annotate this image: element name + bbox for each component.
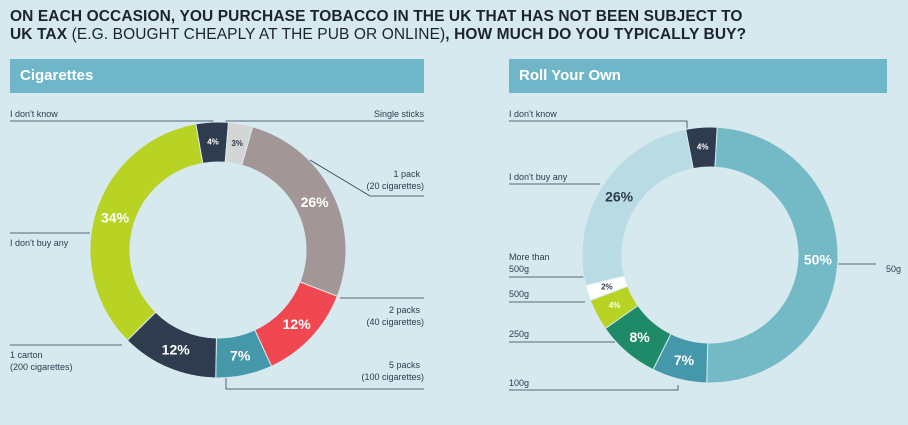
leader-ryo-100g xyxy=(509,385,679,391)
label-cig-pack5: 5 packs xyxy=(389,360,421,370)
label-cig-dontbuy: I don't buy any xyxy=(10,238,69,248)
label-ryo-500g: 500g xyxy=(509,289,529,299)
category-labels: I don't know Single sticks 1 pack (20 ci… xyxy=(10,109,901,388)
title-line-1: ON EACH OCCASION, YOU PURCHASE TOBACCO I… xyxy=(10,8,743,25)
label-ryo-dontbuy: I don't buy any xyxy=(509,172,568,182)
leader-cig-pack5 xyxy=(225,376,424,390)
leader-cig-single xyxy=(225,120,424,128)
percent-labels: 4% 3% 26% 12% 7% 12% 34% 4% 50% 7% 8% 4% 2% 26% xyxy=(101,138,832,368)
pct-label-cig-1-carton-200-cigarettes: 12% xyxy=(162,341,191,357)
pct-label-ryo-50g: 50% xyxy=(804,251,833,267)
pct-label-cig-5-packs-100-cigarettes: 7% xyxy=(230,348,251,364)
slice-ryo-50g xyxy=(706,126,839,384)
label-cig-pack5-sub: (100 cigarettes) xyxy=(361,372,424,382)
label-cig-pack1: 1 pack xyxy=(393,169,420,179)
label-cig-dontknow: I don't know xyxy=(10,109,58,119)
pct-label-ryo-i-don-t-buy-any: 26% xyxy=(605,189,634,205)
pct-label-cig-2-packs-40-cigarettes: 12% xyxy=(283,316,312,332)
pct-label-ryo-i-don-t-know: 4% xyxy=(697,143,709,152)
pct-label-ryo-more-than-500g: 2% xyxy=(601,283,613,292)
donut-slices xyxy=(89,121,839,384)
slice-cig-i-don-t-buy-any xyxy=(89,123,204,342)
page-title: ON EACH OCCASION, YOU PURCHASE TOBACCO I… xyxy=(10,8,890,44)
title-uk-tax: UK TAX xyxy=(10,26,68,43)
title-line-2: UK TAX (E.G. BOUGHT CHEAPLY AT THE PUB O… xyxy=(10,26,890,44)
label-cig-carton: 1 carton xyxy=(10,350,43,360)
title-example: (E.G. BOUGHT CHEAPLY AT THE PUB OR ONLIN… xyxy=(67,26,446,43)
label-cig-pack1-sub: (20 cigarettes) xyxy=(366,181,424,191)
cigarettes-header: Cigarettes xyxy=(10,59,424,93)
label-ryo-100g: 100g xyxy=(509,378,529,388)
label-cig-single: Single sticks xyxy=(374,109,425,119)
pct-label-ryo-100g: 7% xyxy=(674,352,695,368)
label-cig-carton-sub: (200 cigarettes) xyxy=(10,362,73,372)
pct-label-cig-1-pack-20-cigarettes: 26% xyxy=(301,194,330,210)
label-ryo-250g: 250g xyxy=(509,329,529,339)
label-cig-pack2: 2 packs xyxy=(389,305,421,315)
slice-ryo-i-don-t-buy-any xyxy=(581,128,694,286)
pct-label-cig-i-don-t-buy-any: 34% xyxy=(101,209,130,225)
pct-label-cig-single-sticks: 3% xyxy=(231,139,243,148)
label-ryo-dontknow: I don't know xyxy=(509,109,557,119)
label-cig-pack2-sub: (40 cigarettes) xyxy=(366,317,424,327)
roll-your-own-header: Roll Your Own xyxy=(509,59,887,93)
pct-label-ryo-250g: 8% xyxy=(629,329,650,345)
leader-lines xyxy=(10,120,876,391)
pct-label-ryo-500g: 4% xyxy=(609,301,621,310)
label-ryo-more500-sub: 500g xyxy=(509,264,529,274)
label-ryo-more500: More than xyxy=(509,252,550,262)
pct-label-cig-i-don-t-know: 4% xyxy=(207,138,219,147)
leader-cig-pack1 xyxy=(309,159,424,197)
slice-cig-1-pack-20-cigarettes xyxy=(241,126,347,297)
title-question: , HOW MUCH DO YOU TYPICALLY BUY? xyxy=(445,26,747,43)
label-ryo-50g: 50g xyxy=(886,264,901,274)
leader-ryo-dontknow xyxy=(509,120,688,132)
